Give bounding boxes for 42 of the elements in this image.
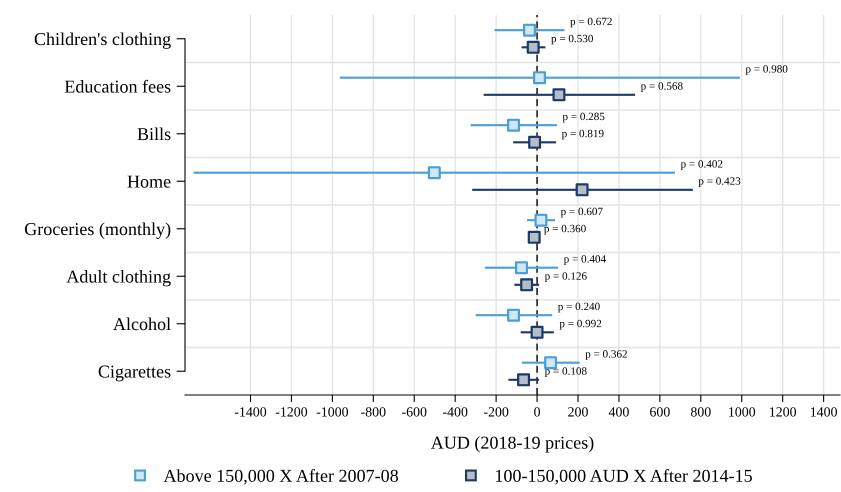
x-tick-label: -800 (361, 407, 386, 417)
y-tick-label: Adult clothing (66, 270, 171, 286)
y-tick-label: Children's clothing (34, 32, 171, 49)
x-tick-label: -1000 (316, 407, 348, 417)
annotation: p = 0.240 (558, 302, 600, 312)
x-tick-label: -400 (442, 407, 468, 417)
annotation: p = 0.402 (680, 160, 722, 170)
x-tick-label: 1200 (770, 407, 796, 417)
y-tick-label: Alcohol (113, 317, 171, 330)
annotation: p = 0.568 (640, 82, 683, 92)
annotation: p = 0.285 (562, 112, 604, 122)
annotation: p = 0.819 (562, 130, 604, 140)
legend-label: 100-150,000 AUD X After 2014-15 (496, 469, 752, 485)
x-tick-label: -600 (402, 407, 426, 417)
annotation: p = 0.607 (560, 208, 603, 218)
annotation: p = 0.404 (564, 255, 606, 265)
x-axis-title: AUD (2018-19 prices) (430, 436, 594, 452)
x-tick-label: 600 (650, 407, 670, 417)
x-tick-label: 200 (568, 407, 588, 417)
annotation: p = 0.672 (570, 18, 612, 28)
x-tick-label: -200 (484, 407, 508, 417)
x-tick-label: 1000 (729, 407, 756, 417)
annotation: p = 0.530 (551, 34, 593, 45)
legend-label: Above 150,000 X After 2007-08 (164, 469, 398, 485)
x-tick-label: -1200 (276, 407, 308, 417)
annotation: p = 0.362 (585, 350, 627, 360)
x-tick-label: 1400 (810, 407, 837, 417)
annotation: p = 0.992 (560, 320, 602, 330)
y-tick-label: Home (128, 176, 170, 188)
annotation: p = 0.980 (746, 65, 788, 75)
y-tick-label: Education fees (64, 80, 170, 93)
annotation: p = 0.360 (544, 224, 586, 235)
y-tick-label: Cigarettes (98, 366, 170, 382)
annotation: p = 0.108 (544, 367, 587, 378)
y-tick-label: Groceries (monthly) (24, 222, 170, 239)
y-tick-label: Bills (138, 127, 170, 140)
x-tick-label: 0 (534, 407, 540, 417)
x-tick-label: -1400 (234, 407, 266, 417)
x-tick-label: 400 (608, 407, 629, 417)
x-tick-label: 800 (690, 407, 711, 417)
annotation: p = 0.126 (544, 272, 587, 282)
annotation: p = 0.423 (698, 177, 740, 188)
